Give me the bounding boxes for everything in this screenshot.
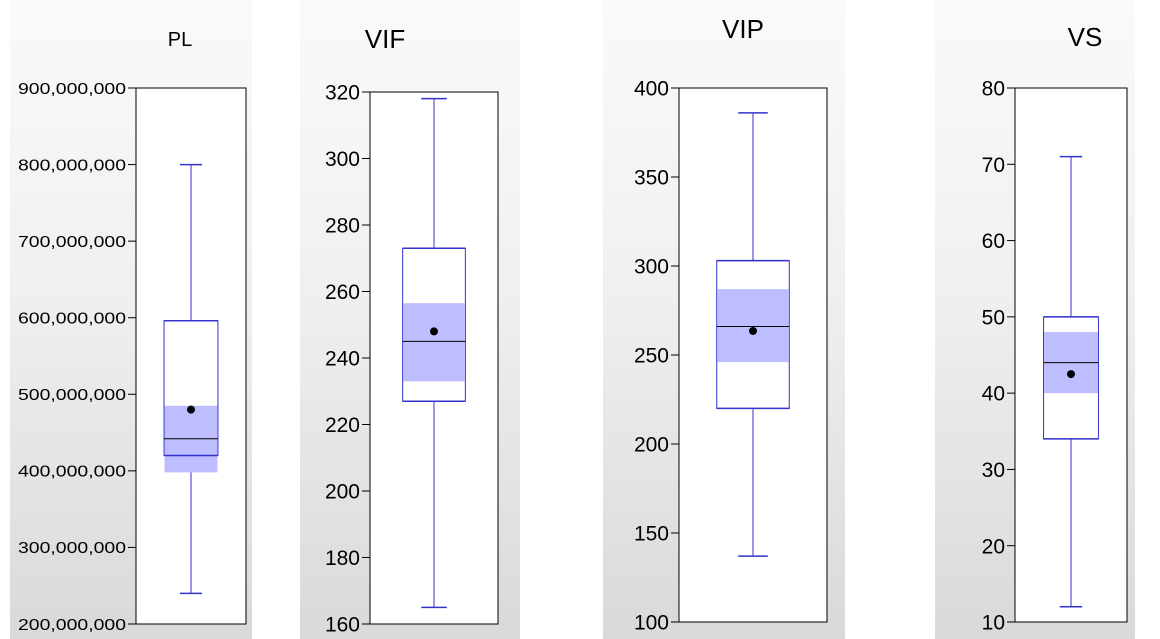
vip-title: VIP <box>722 14 764 44</box>
vif-tick-label: 200 <box>325 481 360 504</box>
panel-vip: VIP 100 150 200 250 300 350 400 <box>603 0 845 639</box>
vip-tick-label: 250 <box>634 345 669 368</box>
panel-vif: VIF 160 180 200 220 240 260 280 300 320 <box>300 0 520 639</box>
vs-tick-label: 20 <box>982 535 1005 558</box>
vs-tick-label: 30 <box>982 459 1005 482</box>
vs-tick-label: 40 <box>982 383 1005 406</box>
pl-chart: PL 200,000,000 300,000,000 400,000,000 500,0… <box>18 29 247 634</box>
vif-tick-label: 220 <box>325 414 360 437</box>
vs-mean-point <box>1067 370 1075 379</box>
vip-tick-label: 100 <box>634 612 669 635</box>
vif-tick-label: 300 <box>325 148 360 171</box>
vs-title: VS <box>1068 22 1103 52</box>
vip-tick-label: 300 <box>634 256 669 279</box>
vip-tick-label: 150 <box>634 523 669 546</box>
pl-tick-label: 500,000,000 <box>18 387 126 404</box>
vif-ci-band <box>403 303 465 382</box>
pl-tick-label: 200,000,000 <box>18 617 126 634</box>
pl-mean-point <box>187 405 195 414</box>
pl-tick-label: 900,000,000 <box>18 81 126 98</box>
pl-tick-label: 300,000,000 <box>18 540 126 557</box>
pl-tick-label: 400,000,000 <box>18 464 126 481</box>
panel-pl: PL 200,000,000 300,000,000 400,000,000 500,0… <box>10 0 252 639</box>
vip-mean-point <box>749 326 757 335</box>
vif-title: VIF <box>365 24 405 54</box>
pl-tick-label: 700,000,000 <box>18 234 126 251</box>
vip-chart: VIP 100 150 200 250 300 350 400 <box>634 14 828 635</box>
vs-chart: VS 10 20 30 40 50 60 70 80 <box>982 22 1128 635</box>
vip-tick-label: 400 <box>634 78 669 101</box>
panel-vs: VS 10 20 30 40 50 60 70 80 <box>935 0 1135 639</box>
vif-tick-label: 280 <box>325 215 360 238</box>
vip-tick-label: 200 <box>634 434 669 457</box>
pl-title: PL <box>168 29 192 51</box>
vip-ci-band <box>717 289 789 363</box>
pl-tick-label: 600,000,000 <box>18 310 126 327</box>
vif-chart: VIF 160 180 200 220 240 260 280 300 320 <box>325 24 499 637</box>
vif-tick-label: 320 <box>325 82 360 105</box>
pl-tick-label: 800,000,000 <box>18 157 126 174</box>
vs-tick-label: 70 <box>982 154 1005 177</box>
vs-tick-label: 60 <box>982 230 1005 253</box>
vip-tick-label: 350 <box>634 167 669 190</box>
vif-tick-label: 240 <box>325 348 360 371</box>
vif-mean-point <box>430 327 438 336</box>
vs-tick-label: 10 <box>982 612 1005 635</box>
vif-tick-label: 180 <box>325 547 360 570</box>
vs-tick-label: 50 <box>982 306 1005 329</box>
vs-tick-label: 80 <box>982 78 1005 101</box>
vif-tick-label: 260 <box>325 281 360 304</box>
vif-tick-label: 160 <box>325 614 360 637</box>
